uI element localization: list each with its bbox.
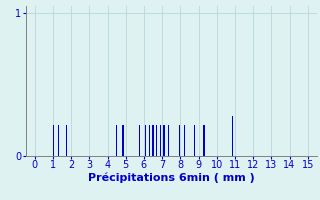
Bar: [53, 125, 54, 156]
Bar: [179, 125, 180, 156]
Bar: [160, 125, 161, 156]
Bar: [66, 125, 67, 156]
Bar: [163, 125, 164, 156]
Bar: [145, 125, 146, 156]
Bar: [168, 125, 169, 156]
Bar: [152, 125, 154, 156]
Bar: [203, 125, 204, 156]
Bar: [156, 125, 157, 156]
Bar: [232, 116, 233, 156]
Bar: [58, 125, 59, 156]
Bar: [194, 125, 196, 156]
Bar: [184, 125, 186, 156]
Bar: [122, 125, 124, 156]
Bar: [139, 125, 140, 156]
X-axis label: Précipitations 6min ( mm ): Précipitations 6min ( mm ): [88, 173, 255, 183]
Bar: [149, 125, 150, 156]
Bar: [116, 125, 117, 156]
